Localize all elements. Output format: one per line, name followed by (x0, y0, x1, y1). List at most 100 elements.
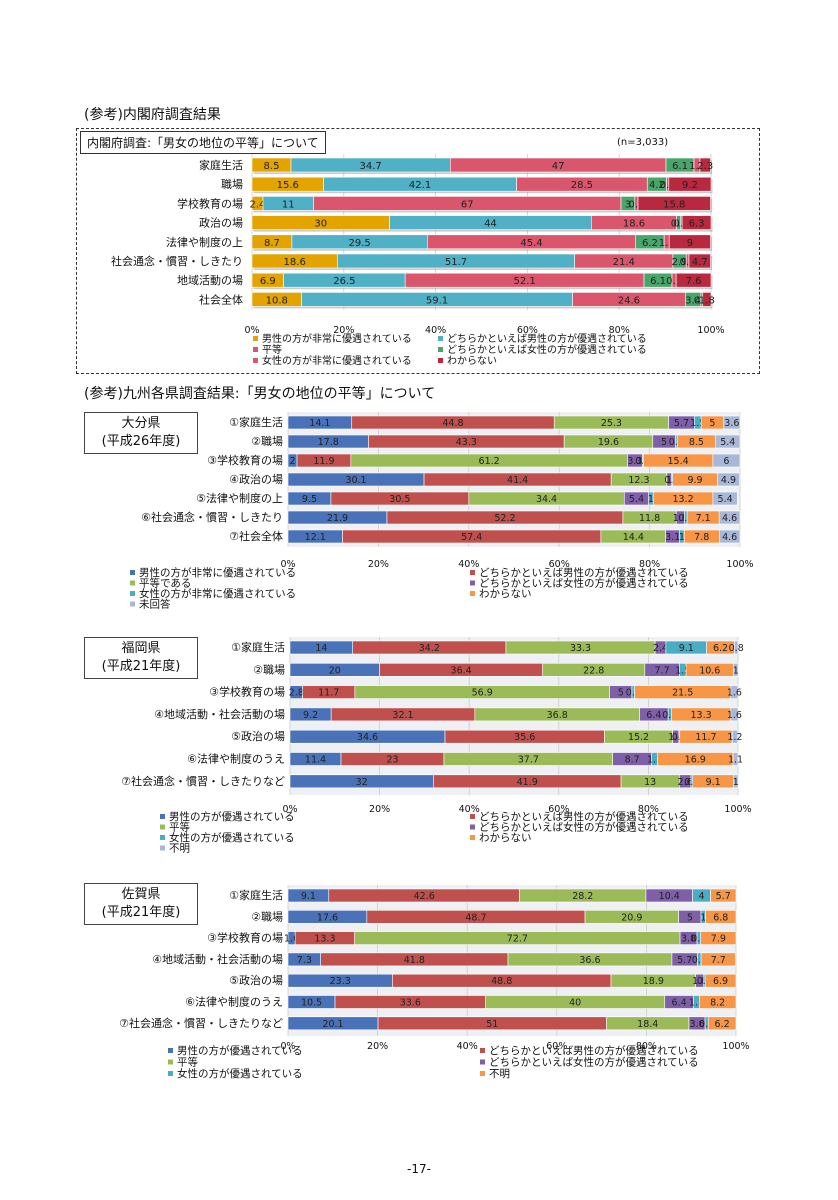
data-label: 7.9 (711, 934, 726, 945)
legend-label: どちらかといえば女性の方が優遇されている (447, 343, 647, 356)
data-label: 0.6 (680, 257, 696, 268)
legend-marker (130, 591, 135, 596)
data-label: 48.8 (491, 976, 512, 987)
bar-segment (702, 292, 712, 307)
data-label: 22.8 (583, 665, 604, 676)
data-label: 8.7 (625, 755, 640, 766)
data-label: 6.2 (713, 643, 728, 654)
data-label: 23 (386, 755, 398, 766)
data-label: 5 (687, 912, 693, 923)
bar-segment (699, 157, 711, 173)
page-number: -17- (407, 1162, 431, 1176)
data-label: 35.6 (514, 732, 535, 743)
data-label: 28.2 (572, 891, 593, 902)
data-label: 5.7 (677, 955, 692, 966)
legend-label: わからない (479, 832, 532, 844)
data-label: 2.3 (697, 161, 713, 172)
category-label: 地域活動の場 (177, 273, 243, 287)
data-label: 44 (484, 219, 497, 230)
legend-marker (160, 845, 165, 851)
category-label: ④地域活動・社会活動の場 (152, 952, 283, 966)
legend-marker (438, 347, 443, 352)
tick-label: 80% (639, 559, 660, 570)
tick-label: 80% (636, 1041, 657, 1052)
data-label: 23.3 (330, 976, 351, 987)
bar-segment (731, 729, 738, 744)
data-label: 0.9 (666, 276, 682, 287)
data-label: 59.1 (426, 295, 448, 306)
data-label: 61.2 (479, 456, 500, 467)
tick-label: 40% (425, 325, 446, 336)
data-label: 30.5 (389, 494, 410, 505)
data-label: 5 (661, 437, 667, 448)
data-label: 5.7 (674, 418, 689, 429)
tick-label: 60% (546, 1041, 567, 1052)
data-label: 5.4 (718, 494, 733, 505)
tick-label: 20% (367, 1041, 388, 1052)
data-label: 1.3 (689, 161, 705, 172)
legend-label: どちらかといえば男性の方が優遇されている (479, 810, 689, 823)
tick-label: 0% (244, 325, 259, 336)
data-label: 11 (282, 199, 295, 210)
data-label: 2.4 (653, 643, 668, 654)
fukuoka-label: 福岡県 (平成21年度) (84, 637, 198, 679)
data-label: 13 (644, 777, 656, 788)
data-label: 1.5 (675, 665, 690, 676)
category-label: ⑥法律や制度のうえ (185, 995, 283, 1009)
data-label: 6.1 (672, 161, 688, 172)
category-label: 家庭生活 (199, 158, 243, 172)
tick-label: 100% (726, 559, 753, 570)
data-label: 30.1 (345, 475, 366, 486)
fukuoka-name: 福岡県 (121, 641, 161, 656)
data-label: 41.9 (517, 777, 538, 788)
data-label: 3 (625, 199, 631, 210)
data-label: 7.3 (297, 955, 312, 966)
data-label: 41.4 (507, 475, 528, 486)
oita-year: (平成26年度) (101, 434, 181, 449)
data-label: 0.7 (699, 1019, 714, 1030)
legend-label: 女性の方が優遇されている (177, 1067, 303, 1080)
data-label: 1.6 (727, 710, 742, 721)
data-label: 0.6 (678, 513, 693, 524)
category-label: ⑤政治の場 (231, 729, 285, 743)
data-label: 40 (569, 998, 581, 1009)
legend-label: 不明 (169, 843, 190, 855)
data-label: 37.7 (518, 755, 539, 766)
bar-segment (723, 415, 741, 430)
data-label: 4.2 (649, 180, 665, 191)
data-label: 8.2 (710, 998, 725, 1009)
bar-segment (712, 453, 741, 468)
data-label: 10.4 (659, 891, 680, 902)
data-label: 4 (698, 891, 704, 902)
data-label: 21.4 (613, 257, 635, 268)
category-label: ⑥社会通念・慣習・しきたり (141, 510, 283, 524)
legend-label: 男性の方が優遇されている (169, 810, 295, 823)
data-label: 13.2 (672, 494, 693, 505)
data-label: 21.9 (327, 513, 348, 524)
data-label: 9.2 (682, 180, 698, 191)
data-label: 7.1 (696, 513, 711, 524)
bar-segment (733, 774, 739, 789)
data-label: 9.2 (303, 710, 318, 721)
legend-label: どちらかといえば女性の方が優遇されている (479, 821, 689, 834)
data-label: 18.9 (643, 976, 664, 987)
data-label: 10.5 (301, 998, 322, 1009)
data-label: 3.6 (689, 1019, 704, 1030)
legend-marker (160, 824, 165, 830)
data-label: 5 (618, 688, 624, 699)
category-label: ②職場 (253, 663, 285, 676)
data-label: 1.3 (689, 998, 704, 1009)
data-label: 33.3 (570, 643, 591, 654)
data-label: 6.3 (689, 219, 705, 230)
legend-marker (168, 1048, 173, 1053)
data-label: 2.8 (289, 688, 304, 699)
data-label: 5.4 (629, 494, 644, 505)
data-label: 26.5 (333, 276, 355, 287)
data-label: 36.4 (451, 665, 472, 676)
data-label: 57.4 (461, 532, 482, 543)
data-label: 7.7 (711, 955, 726, 966)
tick-label: 20% (369, 804, 390, 815)
legend-label: どちらかといえば男性の方が優遇されている (447, 332, 647, 345)
data-label: 4.6 (722, 513, 737, 524)
